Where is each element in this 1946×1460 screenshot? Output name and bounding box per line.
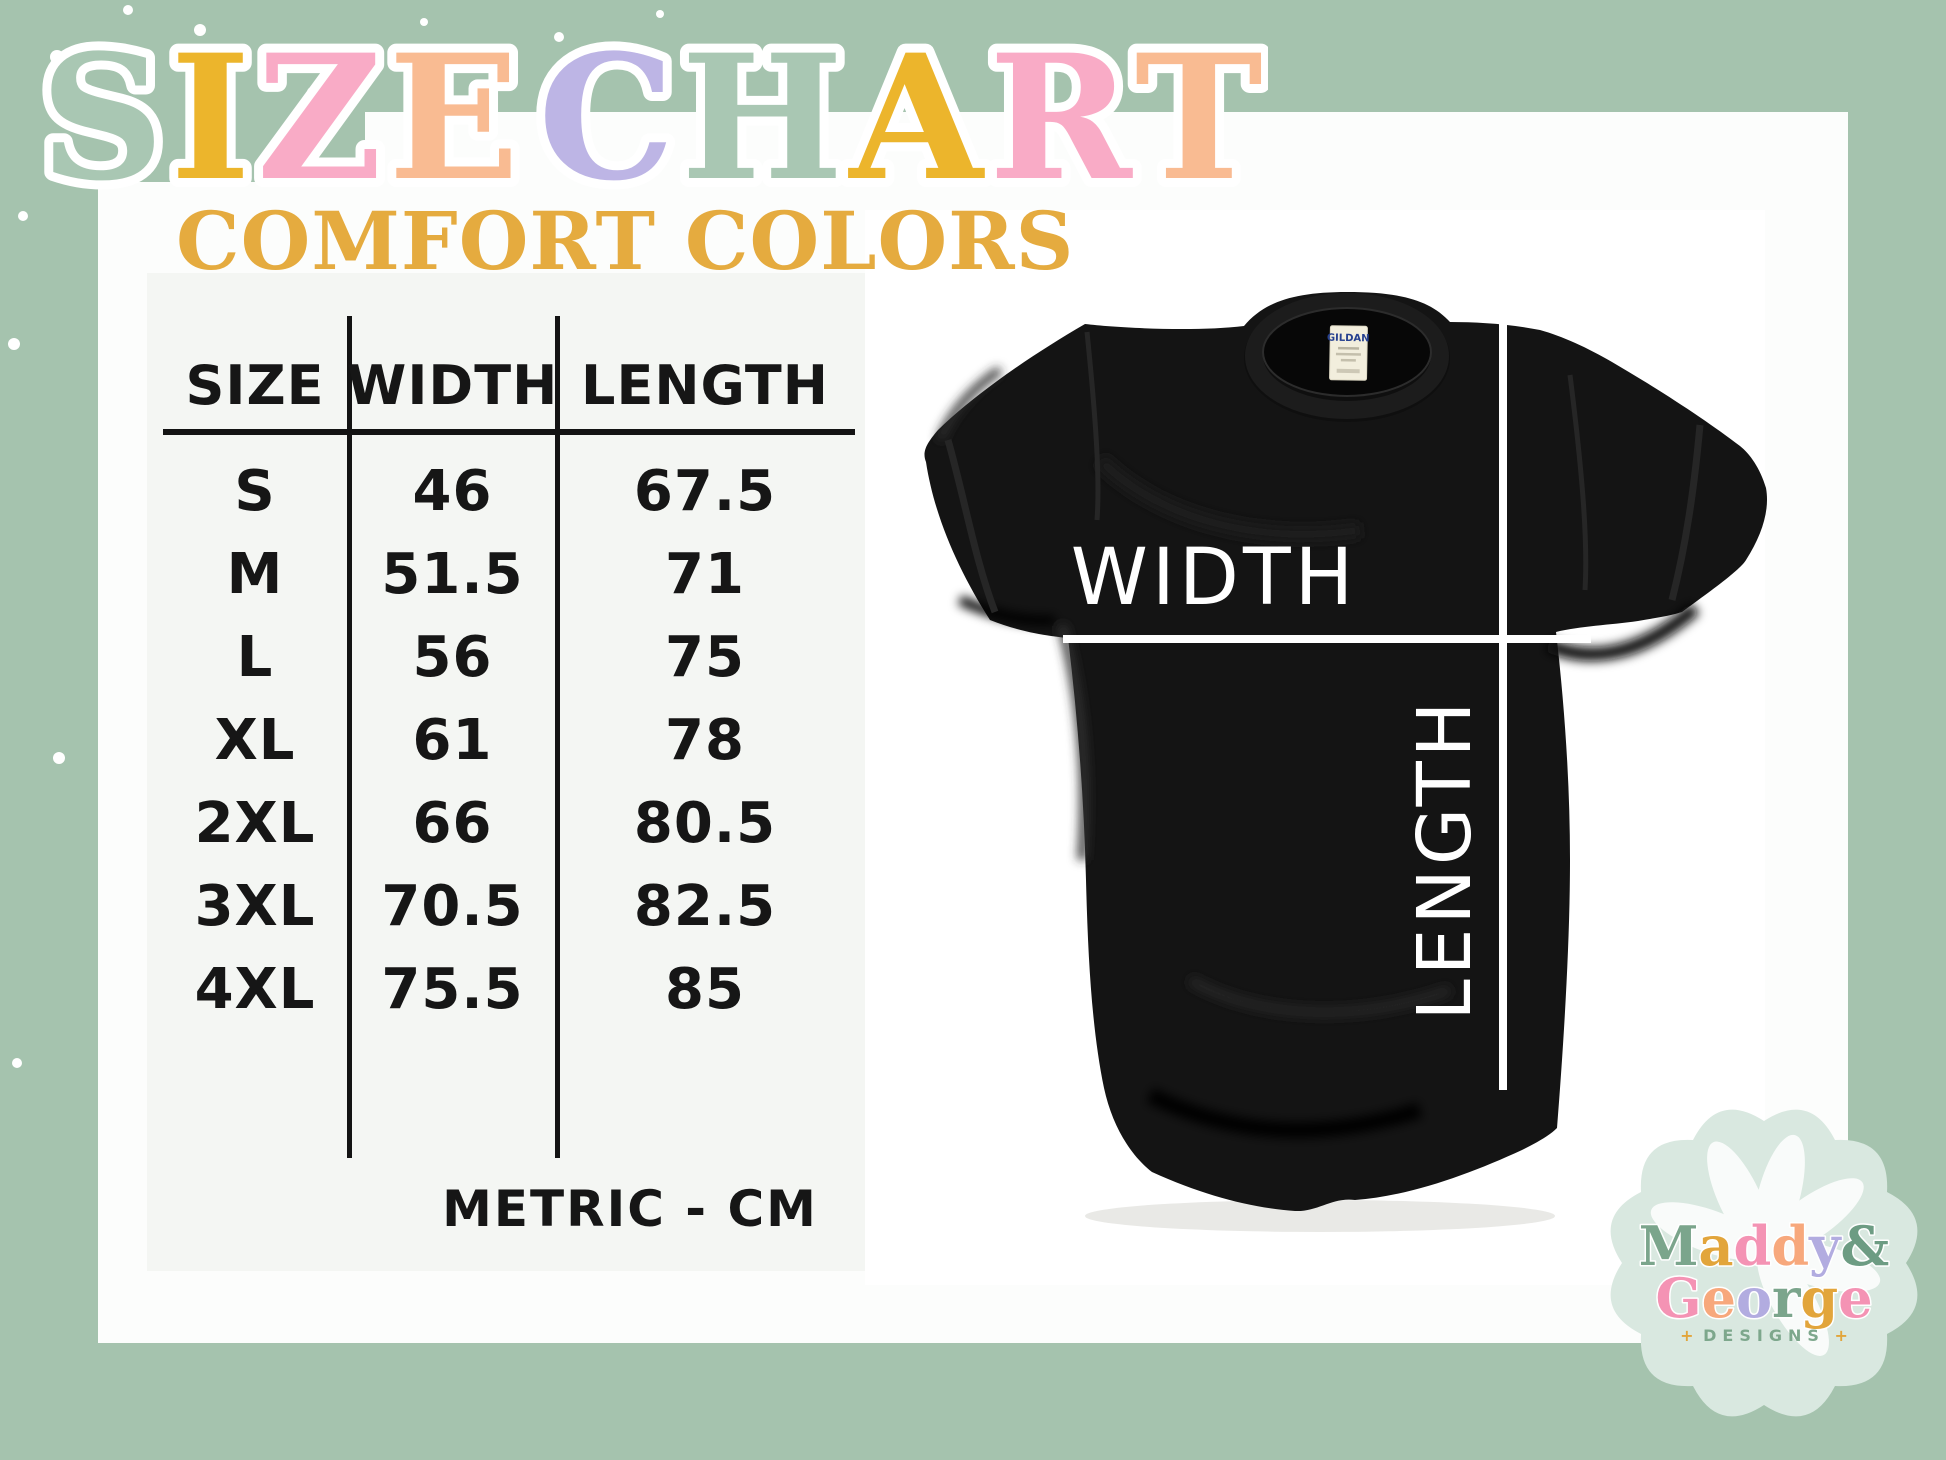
logo-designs-label: DESIGNS: [1703, 1326, 1825, 1345]
table-cell-length: 85: [665, 957, 745, 1022]
logo-line2: George: [1655, 1266, 1872, 1330]
logo-line1: Maddy&: [1639, 1214, 1889, 1278]
table-cell-width: 56: [412, 625, 493, 690]
length-measure-line: [1499, 300, 1507, 1090]
badge-flower: [1650, 1134, 1881, 1356]
tshirt-photo: GILDAN WIDTH LENGTH: [924, 292, 1768, 1232]
speckle-dot: [307, 87, 317, 97]
col-header-size: SIZE: [185, 353, 325, 417]
table-cell-length: 75: [665, 625, 745, 690]
star-icon: +: [1834, 1326, 1847, 1345]
maker-logo-badge: Maddy& George + DESIGNS +: [1610, 1109, 1918, 1417]
table-cell-width: 75.5: [381, 957, 524, 1022]
neck-tag: GILDAN: [1327, 325, 1370, 381]
table-cell-width: 46: [412, 459, 493, 524]
table-cell-size: L: [236, 625, 274, 690]
speckle-dot: [18, 211, 28, 221]
shirt-shadow: [1085, 1200, 1555, 1232]
star-icon: +: [1680, 1326, 1693, 1345]
speckle-dot: [420, 18, 428, 26]
speckle-dot: [8, 338, 20, 350]
tag-brand-text: GILDAN: [1327, 333, 1370, 345]
speckle-dot: [12, 1058, 22, 1068]
col-header-length: LENGTH: [581, 353, 829, 417]
table-cell-size: 4XL: [194, 957, 316, 1022]
length-label: LENGTH: [1402, 698, 1488, 1021]
page-title: SIZE CHART: [31, 8, 1268, 228]
table-divider-1: [347, 316, 352, 1158]
table-cell-length: 71: [665, 542, 745, 607]
col-header-width: WIDTH: [346, 353, 559, 417]
table-cell-length: 78: [665, 708, 745, 773]
fabric-folds: [936, 366, 1700, 1139]
title-word-size: SIZE: [40, 16, 525, 219]
table-cell-width: 66: [412, 791, 493, 856]
table-cell-size: 2XL: [194, 791, 316, 856]
speckle-dot: [123, 5, 133, 15]
table-cell-width: 51.5: [381, 542, 524, 607]
table-cell-length: 80.5: [633, 791, 777, 856]
speckle-dot: [50, 50, 64, 64]
speckle-dot: [104, 168, 112, 176]
table-panel: [147, 273, 890, 1271]
table-cell-length: 82.5: [633, 874, 777, 939]
speckle-dot: [656, 10, 664, 18]
table-cell-size: S: [234, 459, 276, 524]
size-table: SIZE WIDTH LENGTH S 46 67.5 M 51.5 71 L …: [160, 320, 855, 1031]
logo-designs-line: + DESIGNS +: [1680, 1326, 1848, 1345]
collar-band: [1245, 293, 1449, 419]
table-cell-size: M: [226, 542, 284, 607]
table-cell-width: 61: [412, 708, 493, 773]
title-word-chart: CHART: [538, 16, 1268, 219]
subtitle-brand: COMFORT COLORS: [176, 194, 1075, 288]
table-header-rule: [163, 429, 855, 435]
speckle-dot: [194, 24, 206, 36]
table-cell-length: 67.5: [633, 459, 777, 524]
table-divider-2: [555, 316, 560, 1158]
width-measure-line: [1063, 635, 1591, 643]
table-cell-width: 70.5: [381, 874, 524, 939]
shirt-seams: [944, 331, 1704, 614]
speckle-dot: [53, 752, 65, 764]
tshirt-body: [924, 292, 1768, 1212]
speckle-dot: [554, 32, 564, 42]
width-label: WIDTH: [1071, 533, 1358, 623]
collar-stitch: [1262, 307, 1432, 397]
unit-note: METRIC - CM: [442, 1180, 818, 1238]
table-cell-size: XL: [214, 708, 296, 773]
green-border-notch: [0, 112, 365, 182]
table-cell-size: 3XL: [194, 874, 316, 939]
